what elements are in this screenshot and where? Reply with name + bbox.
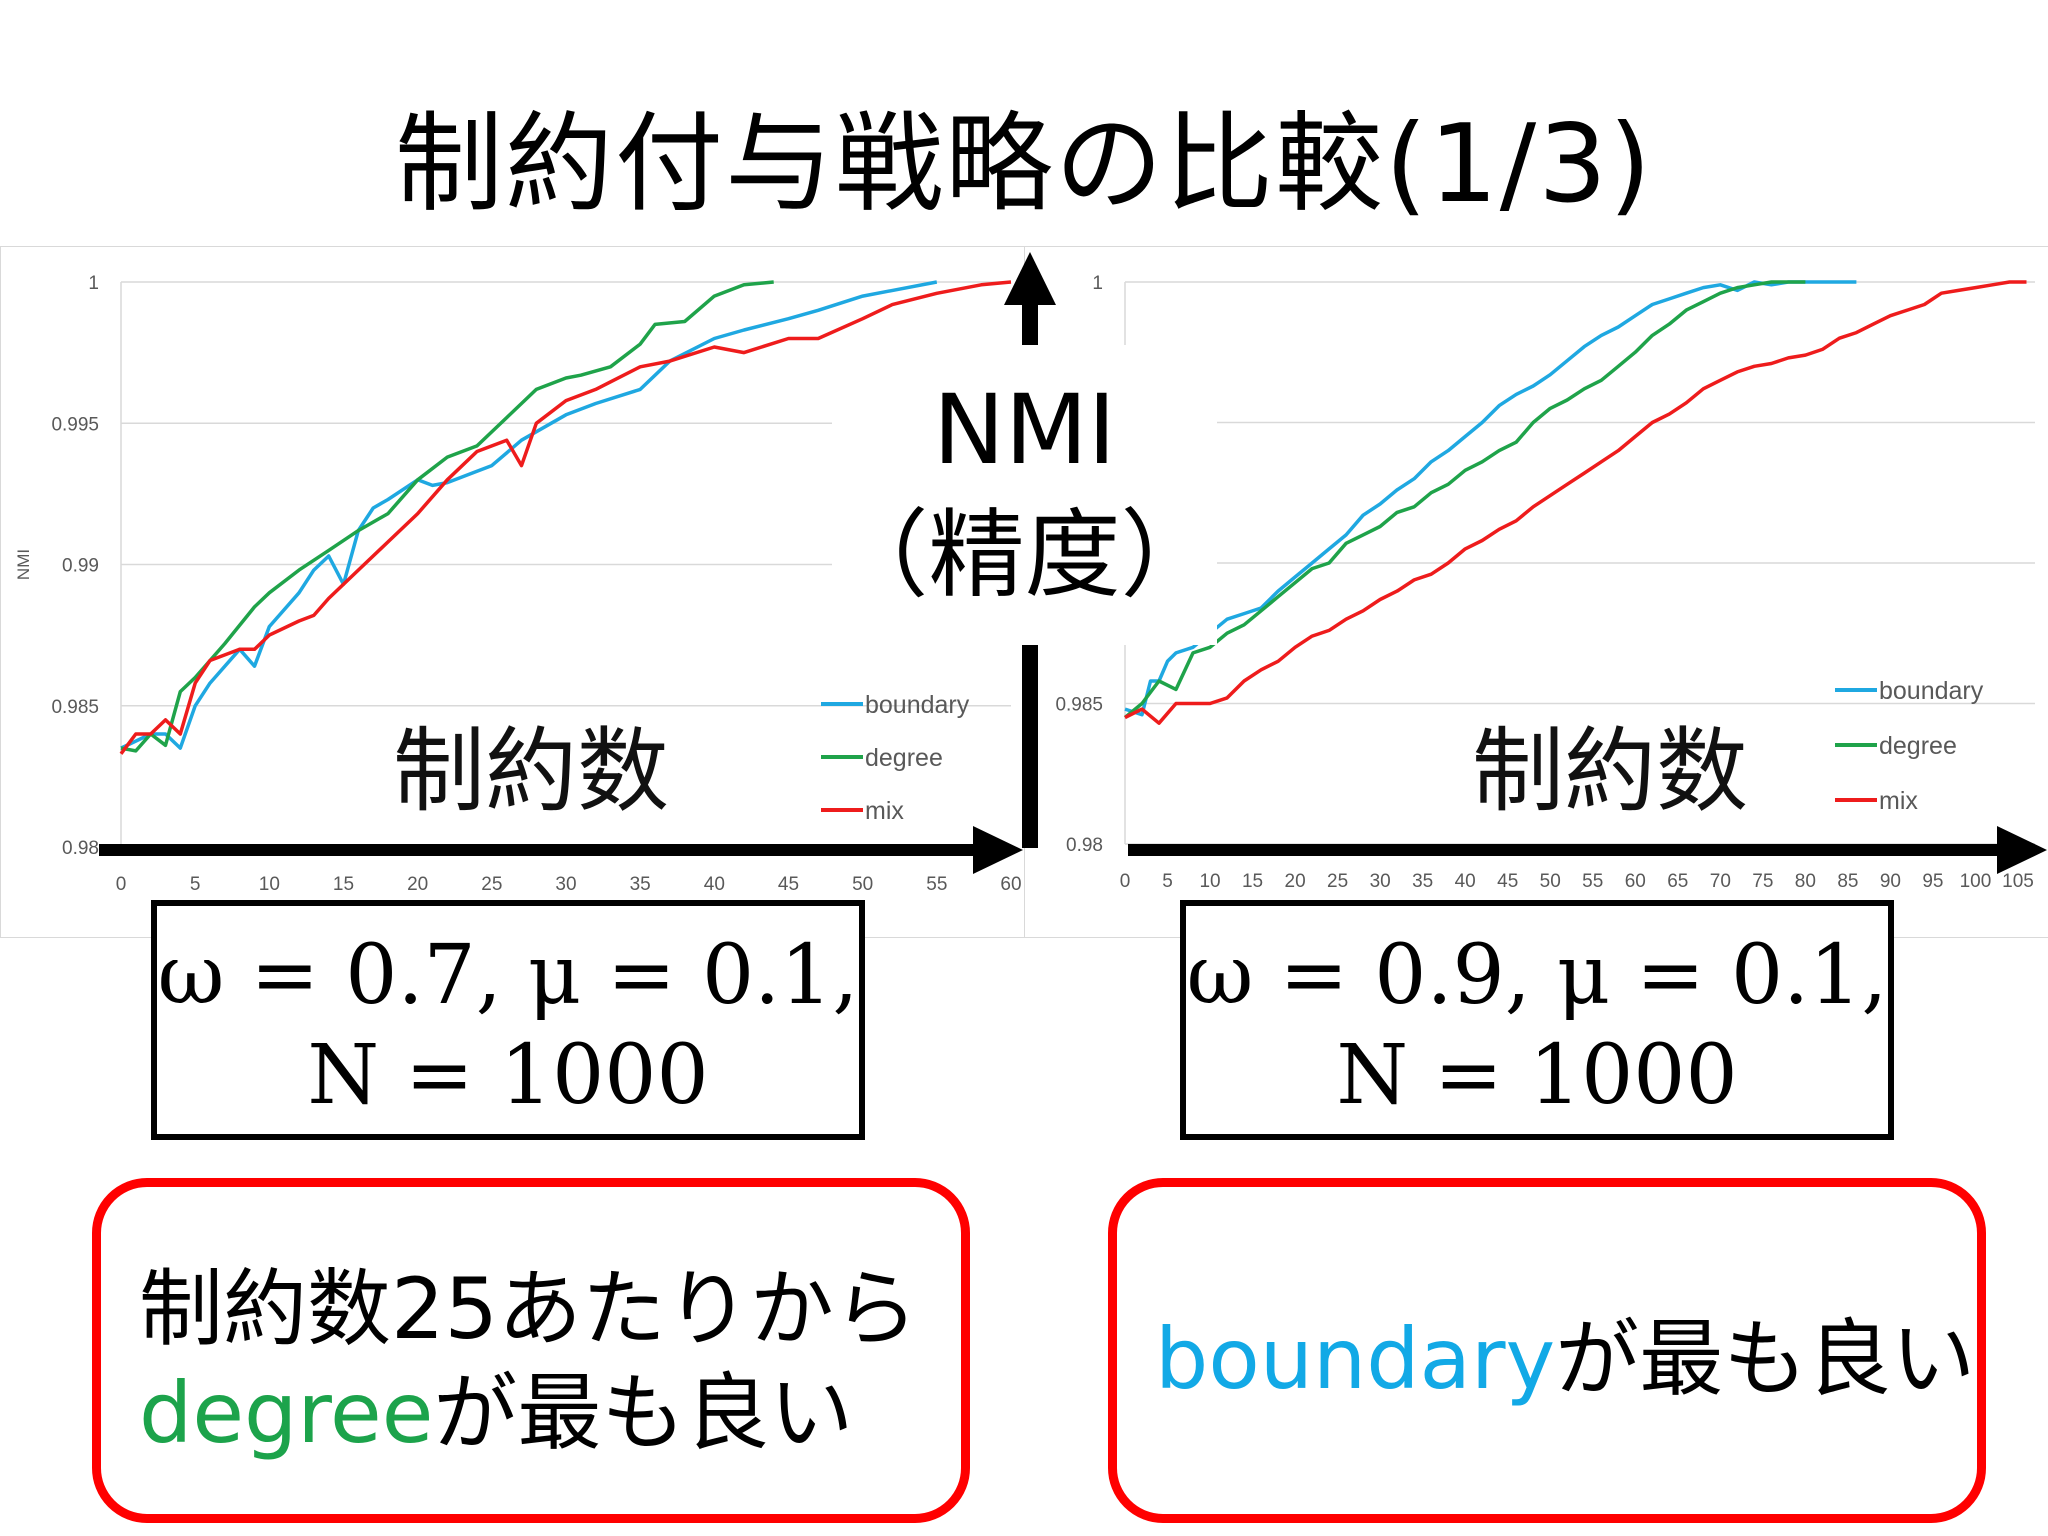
x-tick-label: 90 <box>1880 871 1901 892</box>
x-tick-label: 45 <box>1497 871 1518 892</box>
conclusion-left-line1: 制約数25あたりから <box>139 1260 918 1358</box>
params-right: ω = 0.9, μ = 0.1, N = 1000 <box>1180 900 1894 1140</box>
series-line-boundary <box>1124 280 1857 717</box>
x-tick-label: 85 <box>1837 871 1858 892</box>
x-tick-label: 15 <box>333 874 354 895</box>
x-tick-label: 50 <box>852 874 873 895</box>
y-tick-label: 0.995 <box>51 414 99 435</box>
params-right-line2: N = 1000 <box>1336 1028 1738 1123</box>
conclusion-right-rest: が最も良い <box>1555 1310 1976 1408</box>
x-tick-label: 100 <box>1960 871 1992 892</box>
x-tick-label: 95 <box>1922 871 1943 892</box>
x-tick-label: 60 <box>1625 871 1646 892</box>
x-tick-label: 5 <box>1162 871 1173 892</box>
y-tick-label: 0.985 <box>51 697 99 718</box>
conclusion-right: boundaryが最も良い <box>1108 1178 1986 1523</box>
series-line-degree <box>120 280 774 753</box>
x-tick-label: 30 <box>555 874 576 895</box>
slide-title: 制約付与戦略の比較(1/3) <box>394 102 1654 227</box>
series-line-degree <box>1123 280 1806 719</box>
x-tick-label: 25 <box>1327 871 1348 892</box>
series-line-boundary <box>120 280 938 750</box>
x-tick-label: 20 <box>1285 871 1306 892</box>
params-left-line2: N = 1000 <box>307 1028 709 1123</box>
legend-label-degree: degree <box>1879 732 1957 760</box>
x-tick-label: 20 <box>407 874 428 895</box>
constraint-count-label: 制約数 <box>1472 718 1748 825</box>
params-left: ω = 0.7, μ = 0.1, N = 1000 <box>151 900 865 1140</box>
x-tick-label: 65 <box>1667 871 1688 892</box>
legend-label-boundary: boundary <box>865 691 970 719</box>
params-right-line1: ω = 0.9, μ = 0.1, <box>1186 928 1888 1023</box>
y-axis-title: NMI <box>14 549 33 580</box>
x-tick-label: 35 <box>1412 871 1433 892</box>
x-tick-label: 50 <box>1540 871 1561 892</box>
series-line-mix <box>119 280 1012 755</box>
legend-label-degree: degree <box>865 744 943 772</box>
x-tick-label: 30 <box>1370 871 1391 892</box>
x-tick-label: 75 <box>1752 871 1773 892</box>
x-tick-label: 80 <box>1795 871 1816 892</box>
y-tick-label: 0.98 <box>1066 835 1103 856</box>
x-tick-label: 25 <box>481 874 502 895</box>
legend-label-mix: mix <box>865 797 904 825</box>
y-tick-label: 1 <box>88 273 99 294</box>
x-tick-label: 55 <box>926 874 947 895</box>
x-tick-label: 10 <box>1199 871 1220 892</box>
y-tick-label: 0.985 <box>1055 695 1103 716</box>
x-arrow-head <box>1997 826 2047 874</box>
x-tick-label: 10 <box>259 874 280 895</box>
nmi-annotation: NMI （精度） <box>832 345 1217 645</box>
y-tick-label: 0.99 <box>62 556 99 577</box>
x-tick-label: 0 <box>1120 871 1131 892</box>
params-left-line1: ω = 0.7, μ = 0.1, <box>157 928 859 1023</box>
x-tick-label: 35 <box>630 874 651 895</box>
nmi-sublabel: （精度） <box>832 499 1217 611</box>
constraint-count-label: 制約数 <box>393 718 669 825</box>
conclusion-right-line: boundaryが最も良い <box>1155 1307 1975 1411</box>
x-tick-label: 0 <box>116 874 127 895</box>
series-line-mix <box>1124 280 2027 725</box>
conclusion-right-highlight: boundary <box>1155 1310 1556 1408</box>
y-tick-label: 0.98 <box>62 838 99 859</box>
y-tick-label: 1 <box>1092 273 1103 294</box>
x-tick-label: 40 <box>704 874 725 895</box>
conclusion-left-line2: degreeが最も良い <box>139 1361 853 1465</box>
x-tick-label: 15 <box>1242 871 1263 892</box>
conclusion-left-highlight: degree <box>139 1364 434 1462</box>
legend-label-mix: mix <box>1879 787 1918 815</box>
x-tick-label: 60 <box>1000 874 1021 895</box>
x-arrow-head <box>973 826 1023 874</box>
x-tick-label: 5 <box>190 874 201 895</box>
conclusion-left-rest: が最も良い <box>433 1364 854 1462</box>
legend-label-boundary: boundary <box>1879 677 1984 705</box>
x-tick-label: 55 <box>1582 871 1603 892</box>
x-tick-label: 40 <box>1455 871 1476 892</box>
nmi-label: NMI <box>933 374 1116 486</box>
conclusion-left: 制約数25あたりから degreeが最も良い <box>92 1178 970 1523</box>
x-tick-label: 105 <box>2002 871 2034 892</box>
x-tick-label: 70 <box>1710 871 1731 892</box>
x-tick-label: 45 <box>778 874 799 895</box>
